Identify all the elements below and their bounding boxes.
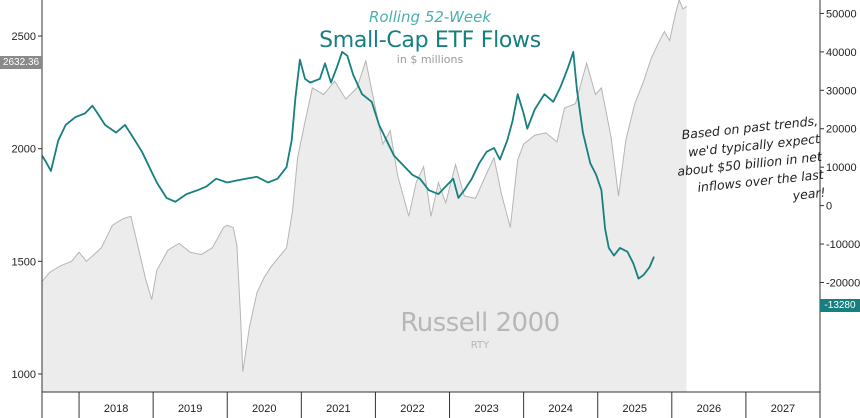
right-tick-label: -10000 [826, 239, 860, 251]
right-tick-label: 40000 [826, 47, 857, 59]
index-watermark-ticker: RTY [470, 340, 490, 351]
right-tick-label: -20000 [826, 277, 860, 289]
x-tick-label: 2022 [400, 403, 424, 415]
left-tick-label: 1500 [12, 256, 36, 268]
right-tick-label: 0 [826, 201, 832, 213]
right-tick-label: 30000 [826, 85, 857, 97]
x-tick-label: 2027 [771, 403, 795, 415]
chart-subtitle: Rolling 52-Week [368, 8, 492, 26]
chart-title: Small-Cap ETF Flows [319, 28, 541, 53]
x-tick-label: 2023 [474, 403, 498, 415]
right-tick-label: 10000 [826, 162, 857, 174]
x-tick-label: 2020 [252, 403, 276, 415]
left-tick-label: 2500 [12, 31, 36, 43]
right-tick-label: 50000 [826, 8, 857, 20]
x-tick-label: 2025 [623, 403, 647, 415]
x-tick-label: 2024 [548, 403, 572, 415]
axes-layer: 1000 1500 2000 2500 -20000 -10000 0 10000 20000 3… [12, 0, 860, 418]
x-tick-label: 2019 [178, 403, 202, 415]
flows-last-value-tag: -13280 [820, 299, 860, 312]
x-tick-label: 2021 [326, 403, 350, 415]
flows-series-line [41, 51, 655, 280]
index-area-layer [41, 0, 687, 392]
index-series-line [41, 0, 687, 372]
index-area-fill [42, 0, 687, 392]
index-last-value-tag: 2632.36 [0, 56, 42, 69]
x-tick-label: 2018 [104, 403, 128, 415]
left-tick-label: 1000 [12, 369, 36, 381]
right-tick-label: 20000 [826, 124, 857, 136]
x-tick-label: 2026 [697, 403, 721, 415]
flows-line-layer [41, 51, 655, 280]
chart-unit-label: in $ millions [396, 53, 464, 66]
index-watermark-name: Russell 2000 [400, 308, 560, 338]
annotation-note: Based on past trends, we'd typically exp… [676, 112, 827, 203]
left-tick-label: 2000 [12, 144, 36, 156]
